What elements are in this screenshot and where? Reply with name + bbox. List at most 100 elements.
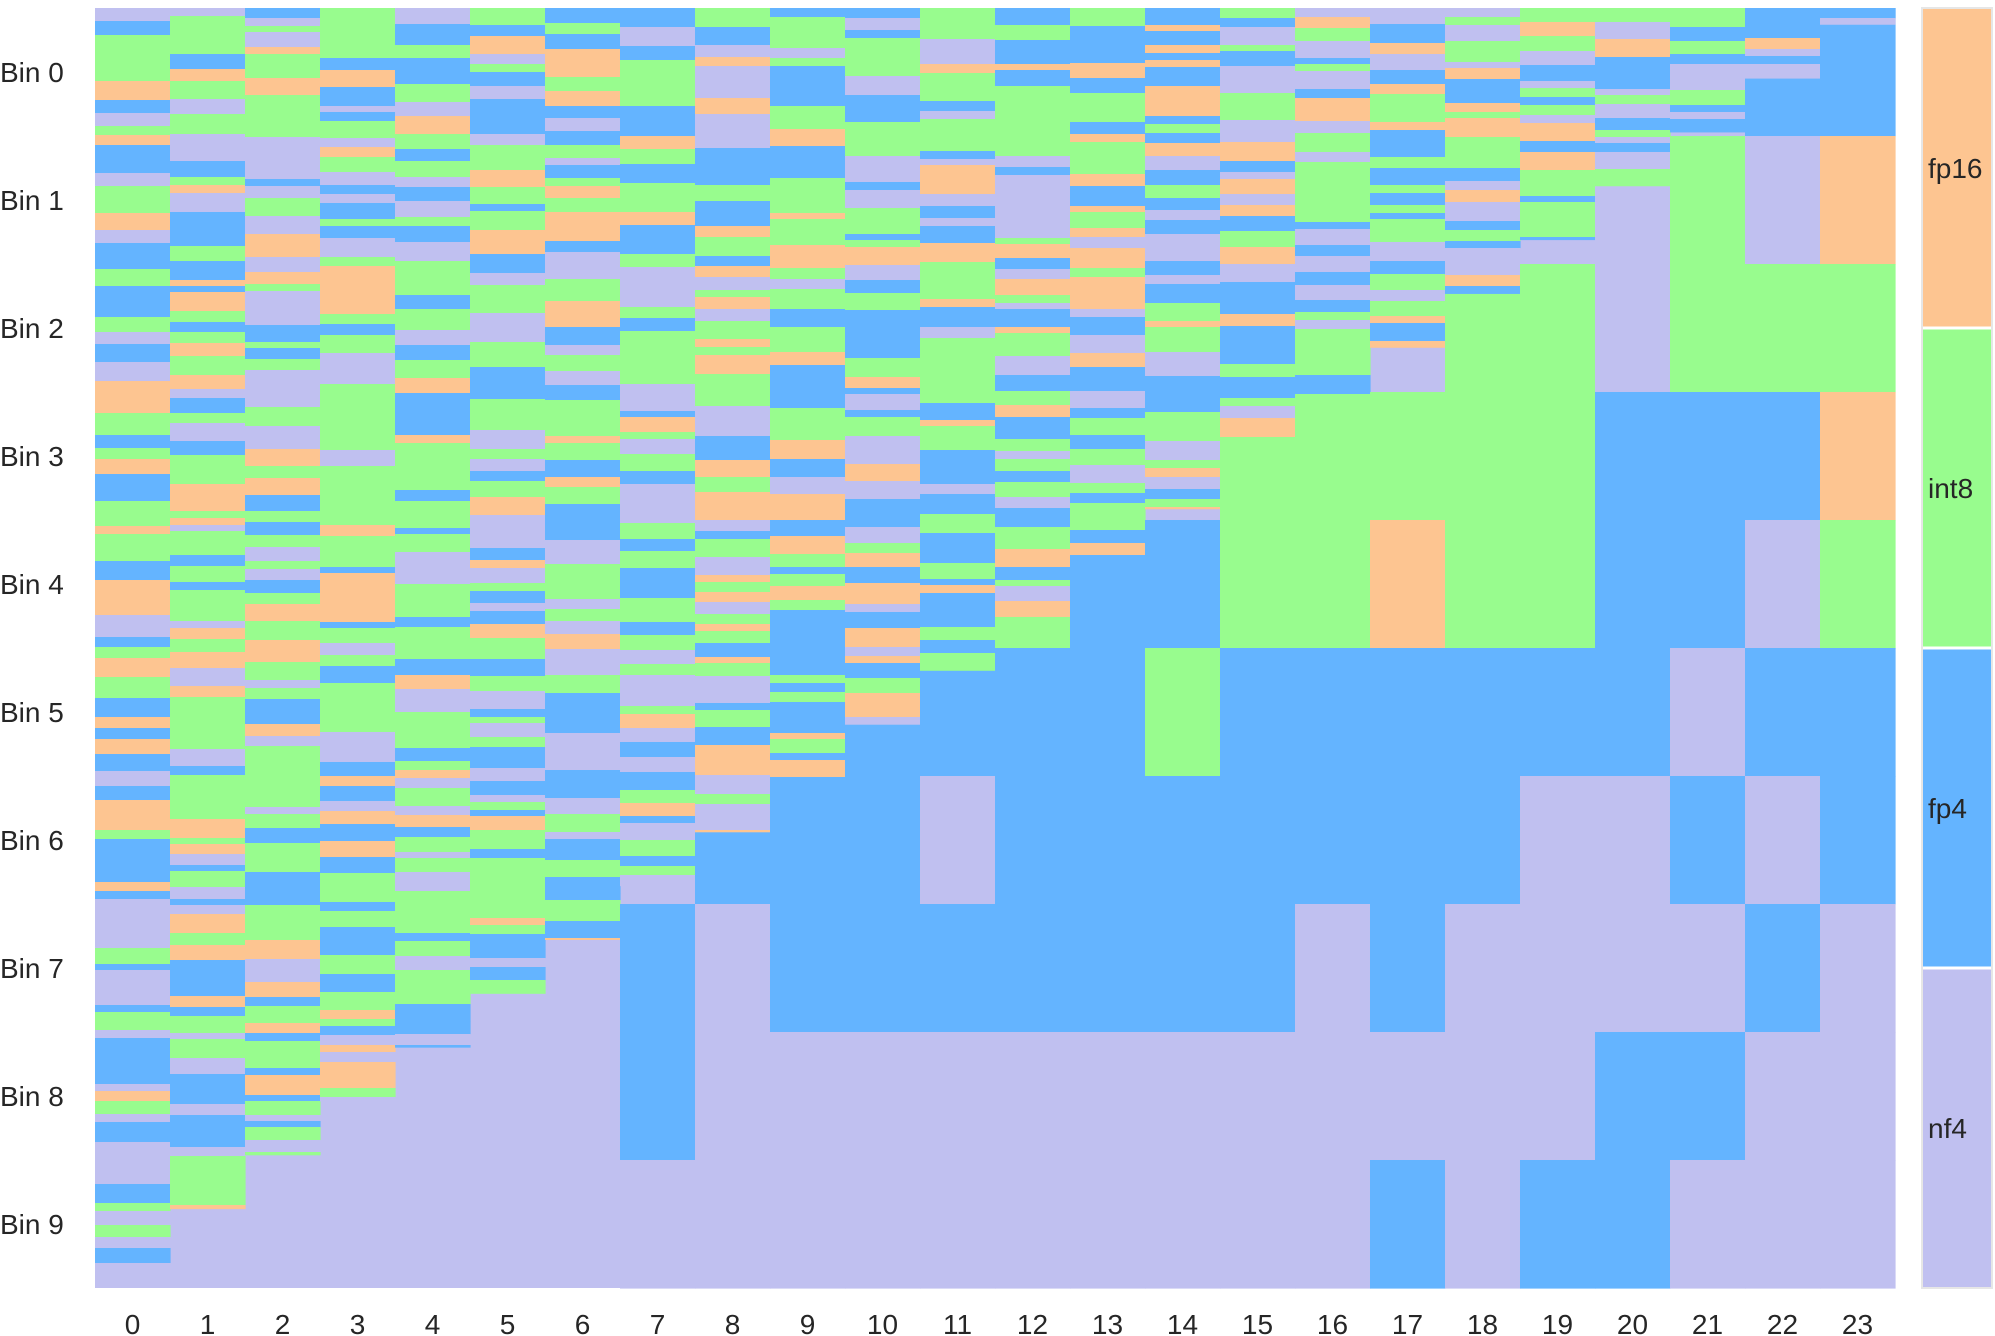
heatmap-stripe (1445, 256, 1521, 276)
heatmap-stripe (470, 638, 546, 646)
heatmap-stripe (1070, 212, 1146, 229)
heatmap-stripe (770, 219, 846, 228)
heatmap-stripe (545, 675, 621, 694)
heatmap-stripe (845, 122, 921, 138)
heatmap-cell (1220, 520, 1296, 649)
heatmap-stripe (1370, 70, 1446, 85)
heatmap-stripe (170, 652, 246, 669)
heatmap-stripe (845, 481, 921, 500)
heatmap-stripe (1745, 29, 1821, 39)
heatmap-stripe (770, 129, 846, 147)
heatmap-stripe (545, 860, 621, 878)
heatmap-stripe (845, 265, 921, 281)
heatmap-stripe (620, 417, 696, 433)
heatmap-stripe (1070, 257, 1146, 269)
heatmap-stripe (95, 81, 171, 101)
heatmap-stripe (395, 161, 471, 178)
heatmap-stripe (845, 293, 921, 311)
heatmap-stripe (1520, 105, 1596, 116)
heatmap-stripe (620, 706, 696, 715)
heatmap-stripe (845, 137, 921, 157)
heatmap-stripe (95, 637, 171, 648)
heatmap-stripe (770, 567, 846, 575)
heatmap-stripe (1295, 272, 1371, 286)
heatmap-stripe (245, 699, 321, 706)
heatmap-stripe (1520, 51, 1596, 66)
heatmap-stripe (170, 441, 246, 456)
heatmap-stripe (620, 664, 696, 676)
heatmap-stripe (1145, 441, 1221, 461)
heatmap-stripe (1370, 261, 1446, 275)
heatmap-stripe (620, 164, 696, 184)
heatmap-stripe (1370, 316, 1446, 324)
heatmap-stripe (995, 508, 1071, 528)
heatmap-stripe (545, 854, 621, 861)
heatmap-stripe (695, 388, 771, 407)
x-tick-label: 19 (1542, 1309, 1573, 1336)
heatmap-stripe (320, 1035, 396, 1046)
heatmap-stripe (920, 327, 996, 339)
x-tick-label: 23 (1842, 1309, 1873, 1336)
heatmap-stripe (395, 407, 471, 417)
heatmap-stripe (995, 227, 1071, 239)
heatmap-stripe (170, 555, 246, 567)
heatmap-stripe (545, 546, 621, 565)
heatmap-stripe (395, 435, 471, 444)
heatmap-stripe (545, 661, 621, 676)
heatmap-stripe (170, 865, 246, 872)
heatmap-stripe (1070, 376, 1146, 392)
heatmap-cell (1370, 520, 1446, 649)
heatmap-stripe (620, 254, 696, 268)
heatmap-stripe (845, 339, 921, 359)
heatmap-cell (770, 1160, 846, 1289)
heatmap-stripe (770, 692, 846, 703)
heatmap-stripe (320, 266, 396, 283)
heatmap-stripe (845, 710, 921, 718)
heatmap-stripe (320, 683, 396, 693)
heatmap-stripe (245, 1140, 321, 1153)
heatmap-stripe (545, 34, 621, 50)
heatmap-stripe (845, 234, 921, 241)
heatmap-stripe (245, 419, 321, 427)
heatmap-stripe (920, 444, 996, 451)
heatmap-stripe (545, 8, 621, 24)
heatmap-stripe (395, 345, 471, 361)
heatmap-stripe (545, 186, 621, 199)
heatmap-stripe (1295, 375, 1371, 395)
heatmap-stripe (1595, 104, 1671, 119)
heatmap-stripe (695, 425, 771, 437)
heatmap-stripe (245, 389, 321, 408)
heatmap-stripe (395, 217, 471, 227)
heatmap-stripe (1220, 326, 1296, 346)
heatmap-cell (1745, 904, 1821, 1033)
heatmap-stripe (395, 102, 471, 117)
heatmap-stripe (1220, 314, 1296, 327)
heatmap-stripe (95, 50, 171, 60)
heatmap-stripe (395, 858, 471, 873)
heatmap-stripe (695, 148, 771, 166)
x-tick-label: 11 (943, 1309, 972, 1336)
heatmap-stripe (1520, 65, 1596, 82)
heatmap-stripe (395, 242, 471, 262)
heatmap-stripe (320, 716, 396, 733)
colorbar-segment (1922, 328, 1992, 648)
heatmap-stripe (320, 1010, 396, 1020)
heatmap-stripe (1070, 408, 1146, 419)
heatmap-stripe (95, 899, 171, 919)
heatmap-stripe (920, 502, 996, 515)
heatmap-stripe (695, 8, 771, 28)
heatmap-stripe (1595, 137, 1671, 144)
heatmap-stripe (395, 116, 471, 135)
heatmap-stripe (695, 592, 771, 603)
heatmap-stripe (395, 761, 471, 771)
heatmap-stripe (1070, 237, 1146, 249)
heatmap-stripe (995, 86, 1071, 104)
heatmap-stripe (95, 534, 171, 552)
heatmap-stripe (1220, 66, 1296, 80)
y-tick-label: Bin 7 (0, 953, 64, 984)
heatmap-stripe (545, 49, 621, 69)
heatmap-stripe (845, 190, 921, 209)
x-tick-label: 3 (350, 1309, 366, 1336)
heatmap-cell (1745, 520, 1821, 649)
heatmap-stripe (545, 487, 621, 498)
